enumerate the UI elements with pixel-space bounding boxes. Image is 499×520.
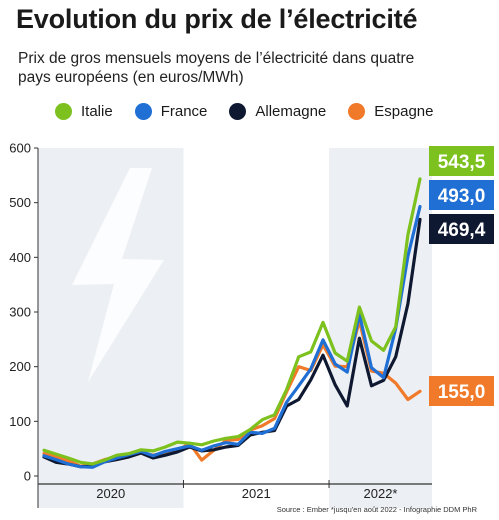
y-tick-label: 300 (9, 305, 31, 320)
chart-title: Evolution du prix de l’électricité (16, 4, 418, 34)
lightning-bolt-icon (72, 168, 164, 382)
end-badge-label: 469,4 (438, 220, 486, 241)
end-badge-box (429, 214, 494, 244)
y-tick-label: 600 (9, 141, 31, 156)
legend-dot-espagne (348, 103, 366, 120)
x-year-label: 2020 (96, 486, 125, 501)
legend-item-italie: Italie (55, 103, 113, 120)
legend-item-espagne: Espagne (348, 103, 433, 120)
axes: 0 100 200 300 400 500 600 2020 2021 2022* (9, 141, 432, 508)
end-badge-box (429, 376, 494, 406)
y-tick-label: 200 (9, 359, 31, 374)
legend-label-espagne: Espagne (374, 103, 434, 120)
end-badge-box (429, 146, 494, 176)
legend-label-allemagne: Allemagne (255, 103, 327, 120)
y-tick-label: 400 (9, 250, 31, 265)
series-line-italie (42, 177, 422, 466)
end-badge-box (429, 180, 494, 210)
chart-subtitle: Prix de gros mensuels moyens de l’électr… (18, 50, 415, 86)
legend-dot-france (134, 103, 152, 120)
legend-label-france: France (160, 103, 208, 120)
end-badge-label: 543,5 (438, 152, 486, 173)
end-badge-espagne: 155,0 (429, 376, 494, 406)
end-badge-label: 493,0 (438, 186, 486, 207)
end-badge-france: 493,0 (429, 180, 494, 210)
legend-dot-italie (55, 103, 72, 120)
year-band-2021 (183, 148, 330, 508)
x-year-label: 2022* (364, 486, 398, 501)
legend-label-italie: Italie (81, 103, 113, 120)
x-year-label: 2021 (242, 486, 271, 501)
end-badge-label: 155,0 (438, 382, 486, 403)
y-tick-label: 0 (24, 469, 31, 484)
legend-item-allemagne: Allemagne (229, 103, 326, 120)
end-badge-allemagne: 469,4 (429, 214, 494, 244)
source-note: Source : Ember *jusqu'en août 2022 - Inf… (276, 505, 477, 514)
y-tick-label: 100 (9, 414, 31, 429)
end-value-badges: 543,5 493,0 469,4 155,0 (429, 146, 494, 406)
legend: Italie France Allemagne Espagne (55, 103, 455, 120)
end-badge-italie: 543,5 (429, 146, 494, 176)
legend-dot-allemagne (229, 103, 247, 120)
legend-item-france: France (134, 103, 208, 120)
plot-background (38, 148, 432, 508)
series-line-france (42, 204, 422, 469)
y-tick-label: 500 (9, 195, 31, 210)
series-lines (42, 177, 422, 469)
